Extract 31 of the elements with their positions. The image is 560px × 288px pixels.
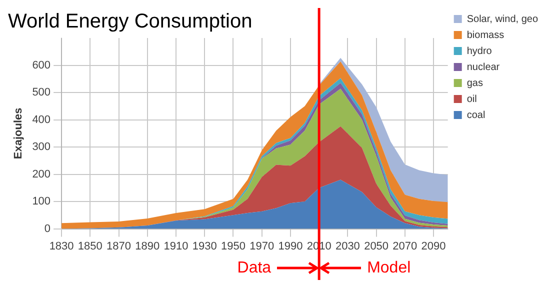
text: Data bbox=[237, 259, 272, 276]
legend-label: oil bbox=[466, 94, 477, 105]
y-tick-label: 200 bbox=[32, 168, 51, 180]
x-tick-label: 1930 bbox=[192, 240, 217, 252]
y-tick-label: 300 bbox=[32, 141, 51, 154]
x-tick-label: 2030 bbox=[335, 240, 360, 252]
legend-label: Solar, wind, geo bbox=[466, 14, 538, 25]
x-tick-label: 1870 bbox=[106, 240, 132, 252]
text: Model bbox=[367, 259, 411, 276]
y-axis-title: Exajoules bbox=[12, 108, 25, 160]
x-tick-label: 1990 bbox=[278, 240, 303, 252]
y-tick-label: 0 bbox=[44, 222, 51, 235]
legend-label: biomass bbox=[466, 30, 504, 41]
legend-label: gas bbox=[466, 78, 483, 89]
x-tick-label: 1890 bbox=[135, 240, 160, 252]
y-tick-label: 500 bbox=[32, 86, 51, 99]
legend-label: nuclear bbox=[466, 62, 500, 73]
x-tick-label: 1950 bbox=[220, 240, 246, 252]
x-tick-label: 2050 bbox=[364, 240, 389, 252]
x-tick-label: 1830 bbox=[49, 240, 74, 252]
x-tick-label: 1910 bbox=[164, 240, 188, 252]
x-tick-label: 2090 bbox=[421, 240, 446, 252]
y-tick-label: 400 bbox=[32, 114, 51, 126]
y-tick-label: 100 bbox=[32, 196, 51, 208]
y-tick-label: 600 bbox=[32, 59, 51, 72]
legend-label: coal bbox=[466, 110, 486, 121]
x-tick-label: 2070 bbox=[392, 240, 418, 252]
chart-title: World Energy Consumption bbox=[8, 10, 252, 33]
legend-label: hydro bbox=[466, 46, 492, 57]
x-tick-label: 1970 bbox=[250, 240, 274, 252]
x-tick-label: 1850 bbox=[78, 240, 102, 252]
